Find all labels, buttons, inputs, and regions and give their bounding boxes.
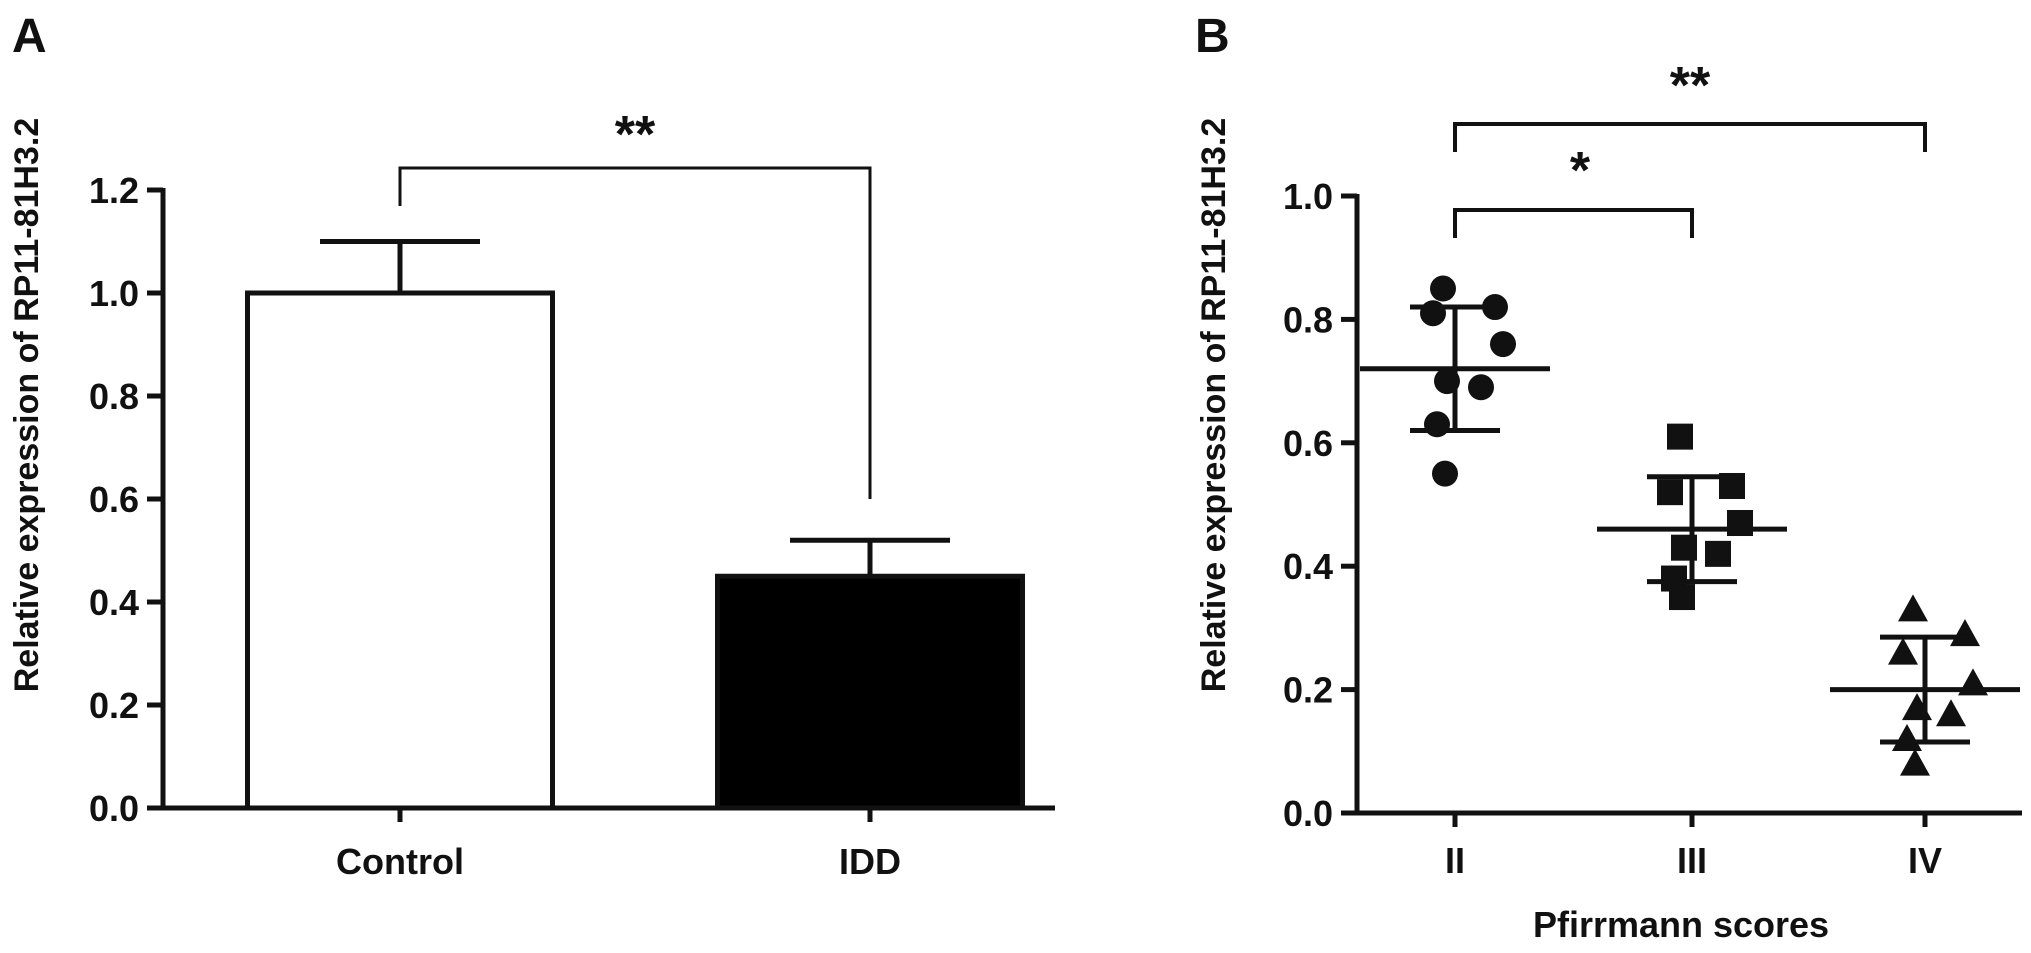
panel-b-point-circle [1420,300,1446,327]
panel-b-point-circle [1432,460,1458,487]
panel-a-y-tick-label: 0.2 [89,685,139,726]
panel-b-point-square [1667,423,1693,450]
panel-b-y-tick-label: 0.8 [1283,299,1333,340]
panel-b-axes: 0.00.20.40.60.81.0II III IV [1283,176,2022,881]
panel-b: B Relative expression of RP11-81H3.2 Pfi… [1195,10,2022,945]
panel-b-significance-bracket [1453,122,1927,152]
panel-a: A Relative expression of RP11-81H3.2 0.0… [8,10,1055,882]
panel-b-point-square [1669,584,1695,611]
panel-a-y-tick-label: 0.6 [89,479,139,520]
panel-a-axes: 0.0 0.2 0.4 0.6 0.8 1.0 1.2 Control IDD [89,170,1055,882]
panel-b-significance-bracket [1453,208,1694,238]
panel-a-y-tick-label: 0.8 [89,376,139,417]
panel-b-point-circle [1468,374,1494,401]
panel-b-point-triangle [1892,723,1922,751]
panel-b-point-triangle [1950,619,1980,647]
panel-a-bar-control [245,290,555,811]
panel-b-y-tick-label: 0.4 [1283,546,1333,587]
panel-b-y-tick-label: 1.0 [1283,176,1333,217]
panel-b-point-square [1657,479,1683,506]
panel-b-point-square [1705,540,1731,567]
panel-b-point-circle [1430,275,1456,302]
panel-b-y-tick-label: 0.2 [1283,670,1333,711]
panel-a-y-tick-label: 1.0 [89,273,139,314]
panel-b-point-circle [1490,331,1516,358]
panel-a-bar-idd [715,573,1025,811]
panel-a-y-tick-label: 0.4 [89,582,139,623]
panel-b-ylabel: Relative expression of RP11-81H3.2 [1195,118,1233,693]
panel-b-xlabel: Pfirrmann scores [1533,904,1829,945]
panel-b-x-tick-label: II [1445,840,1465,881]
panel-a-marks: ** [245,106,1025,811]
panel-b-x-tick-label: III [1677,840,1707,881]
panel-a-x-tick-label: IDD [839,841,901,882]
panel-a-ylabel: Relative expression of RP11-81H3.2 [8,118,46,693]
panel-b-point-square [1727,510,1753,537]
panel-a-label: A [12,10,47,63]
panel-b-point-triangle [1900,748,1930,776]
panel-b-point-circle [1424,411,1450,438]
panel-b-significance-label: * [1570,142,1591,200]
panel-b-y-tick-label: 0.0 [1283,793,1333,834]
panel-b-point-triangle [1898,594,1928,622]
panel-b-point-triangle [1936,699,1966,727]
panel-b-significance-label: ** [1670,57,1711,115]
panel-a-x-tick-label: Control [336,841,464,882]
panel-a-significance-label: ** [615,106,656,164]
panel-a-significance-bracket [398,166,872,499]
panel-a-y-tick-label: 1.2 [89,170,139,211]
panel-b-y-tick-label: 0.6 [1283,423,1333,464]
panel-a-y-tick-label: 0.0 [89,788,139,829]
panel-b-x-tick-label: IV [1908,840,1942,881]
panel-b-point-triangle [1888,637,1918,665]
panel-b-marks: *** [1360,57,2020,776]
panel-b-label: B [1195,10,1230,63]
